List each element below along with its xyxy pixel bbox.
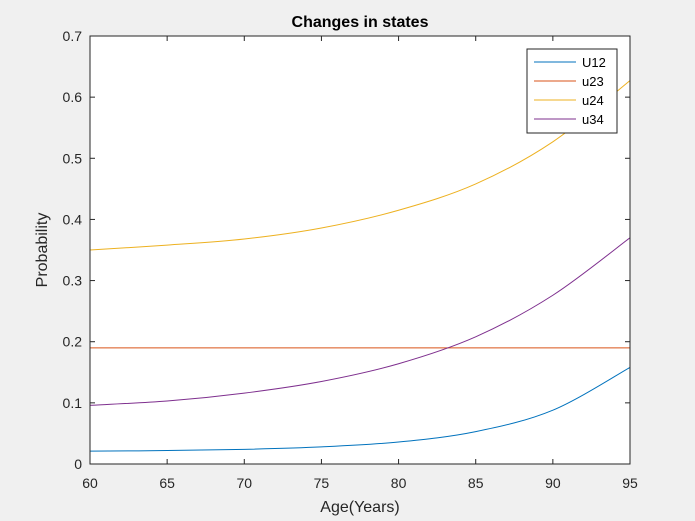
y-tick-label: 0.5: [63, 150, 83, 166]
x-tick-label: 65: [159, 475, 175, 491]
y-tick-label: 0: [74, 456, 82, 472]
x-axis: 60 65 70 75 80 85 90 95: [82, 36, 638, 491]
x-tick-label: 95: [622, 475, 638, 491]
x-tick-label: 90: [545, 475, 561, 491]
series-line-u34: [90, 237, 630, 406]
x-tick-label: 60: [82, 475, 98, 491]
y-tick-label: 0.3: [63, 273, 83, 289]
y-tick-label: 0.4: [63, 211, 83, 227]
x-tick-label: 85: [468, 475, 484, 491]
series-line-u24: [90, 80, 630, 251]
legend: U12 u23 u24 u34: [526, 48, 618, 134]
legend-label: u23: [582, 74, 604, 89]
y-tick-label: 0.6: [63, 89, 83, 105]
series-layer: [90, 80, 630, 452]
y-tick-label: 0.1: [63, 395, 83, 411]
x-tick-label: 80: [391, 475, 407, 491]
x-tick-label: 70: [236, 475, 252, 491]
x-axis-label: Age(Years): [320, 499, 399, 516]
x-tick-label: 75: [314, 475, 330, 491]
y-tick-label: 0.7: [63, 28, 83, 44]
y-axis: 0 0.1 0.2 0.3 0.4 0.5 0.6 0.7: [63, 28, 630, 472]
series-line-u12: [90, 366, 630, 452]
y-tick-label: 0.2: [63, 334, 83, 350]
chart-title: Changes in states: [292, 14, 429, 31]
legend-label: U12: [582, 55, 606, 70]
plot-frame: [89, 35, 631, 465]
legend-label: u34: [582, 112, 604, 127]
legend-label: u24: [582, 93, 604, 108]
y-axis-label: Probability: [34, 213, 51, 288]
